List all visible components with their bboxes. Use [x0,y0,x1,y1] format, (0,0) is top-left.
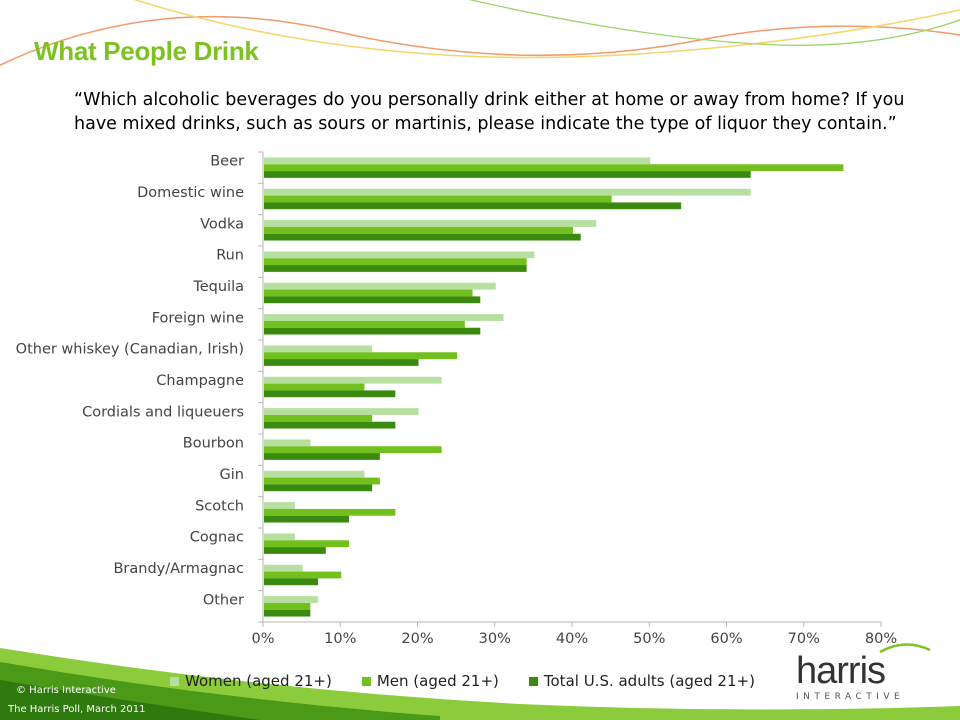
category-label: Tequila [192,279,244,295]
bar-total [264,453,380,460]
category-label: Domestic wine [137,185,244,201]
bar-women [264,470,365,478]
bar-women [264,282,496,290]
x-tick-label: 60% [710,631,742,647]
category-label: Other [203,592,244,608]
page-title: What People Drink [34,36,259,66]
legend-item-total: Total U.S. adults (aged 21+) [528,672,755,690]
copyright-notice: © Harris Interactive [16,685,116,696]
bar-total [264,484,373,492]
bar-total [264,359,419,366]
legend-swatch-total [528,676,538,686]
bar-total [264,327,481,335]
bar-men [264,258,527,266]
bar-women [264,502,295,509]
source-note: The Harris Poll, March 2011 [8,704,146,715]
bar-total [264,296,481,304]
category-label: Other whiskey (Canadian, Irish) [16,342,244,358]
category-label: Beer [210,154,244,170]
bar-total [264,265,527,272]
bar-women [264,439,311,447]
category-label: Cognac [190,530,244,546]
bar-total [264,547,326,554]
bar-women [264,220,597,227]
legend-swatch-women [170,676,179,686]
legend-swatch-men [361,676,371,686]
bar-total [264,515,349,523]
bar-women [264,596,319,603]
bar-men [264,446,442,454]
x-tick-label: 70% [788,631,820,647]
bar-women [264,251,535,259]
bar-men [264,164,844,172]
bar-total [264,421,396,429]
chart-legend: Women (aged 21+) Men (aged 21+) Total U.… [170,672,755,690]
category-label: Brandy/Armagnac [113,561,244,577]
bar-men [264,477,380,485]
logo-subtitle: INTERACTIVE [796,692,905,702]
footer-wave-darkest [0,680,260,720]
bar-men [264,508,396,516]
category-label: Foreign wine [152,310,244,326]
bar-women [264,408,419,415]
category-label: Champagne [156,373,244,389]
bar-men [264,540,349,548]
x-tick-label: 20% [401,631,433,647]
category-label: Vodka [200,216,244,232]
green-swoosh-line [468,0,960,46]
bar-chart: 0% 10% 20% 30% 40% 50% 60% 70% 80% Beer Domestic w… [16,151,897,647]
bar-total [264,578,319,586]
bar-men [264,352,458,360]
harris-logo: harris INTERACTIVE [796,652,906,702]
bar-women [264,533,295,541]
bar-men [264,226,573,234]
yellow-swoosh-line [133,0,960,59]
category-label: Bourbon [183,436,244,452]
bar-total [264,609,311,617]
bar-women [264,188,751,196]
category-label: Scotch [195,498,244,514]
bar-women [264,376,442,384]
category-label: Run [216,248,244,264]
bar-men [264,571,342,579]
bar-women [264,157,651,165]
x-tick-label: 10% [324,631,356,647]
bar-men [264,414,373,422]
bar-women [264,345,373,353]
category-label: Gin [220,467,244,483]
logo-swoosh [879,643,931,654]
bar-women [264,564,303,572]
x-tick-label: 80% [865,631,897,647]
legend-item-men: Men (aged 21+) [361,672,499,690]
x-tick-label: 40% [556,631,588,647]
bar-women [264,314,504,321]
logo-wordmark: harris [796,650,886,692]
orange-swoosh-line [0,15,960,67]
bar-men [264,195,612,203]
bar-men [264,383,365,391]
survey-question: “Which alcoholic beverages do you person… [74,90,905,134]
bar-men [264,602,311,610]
legend-label-men: Men (aged 21+) [376,672,499,690]
legend-label-women: Women (aged 21+) [185,672,332,690]
bar-total [264,202,682,210]
x-tick-label: 30% [479,631,511,647]
bar-men [264,289,473,297]
bar-men [264,320,465,328]
bar-total [264,233,581,241]
category-label: Cordials and liqueuers [82,404,244,420]
legend-item-women: Women (aged 21+) [170,672,332,690]
legend-label-total: Total U.S. adults (aged 21+) [543,672,755,690]
bar-total [264,390,396,398]
x-tick-label: 0% [251,631,274,647]
x-tick-label: 50% [633,631,665,647]
bar-total [264,171,751,178]
